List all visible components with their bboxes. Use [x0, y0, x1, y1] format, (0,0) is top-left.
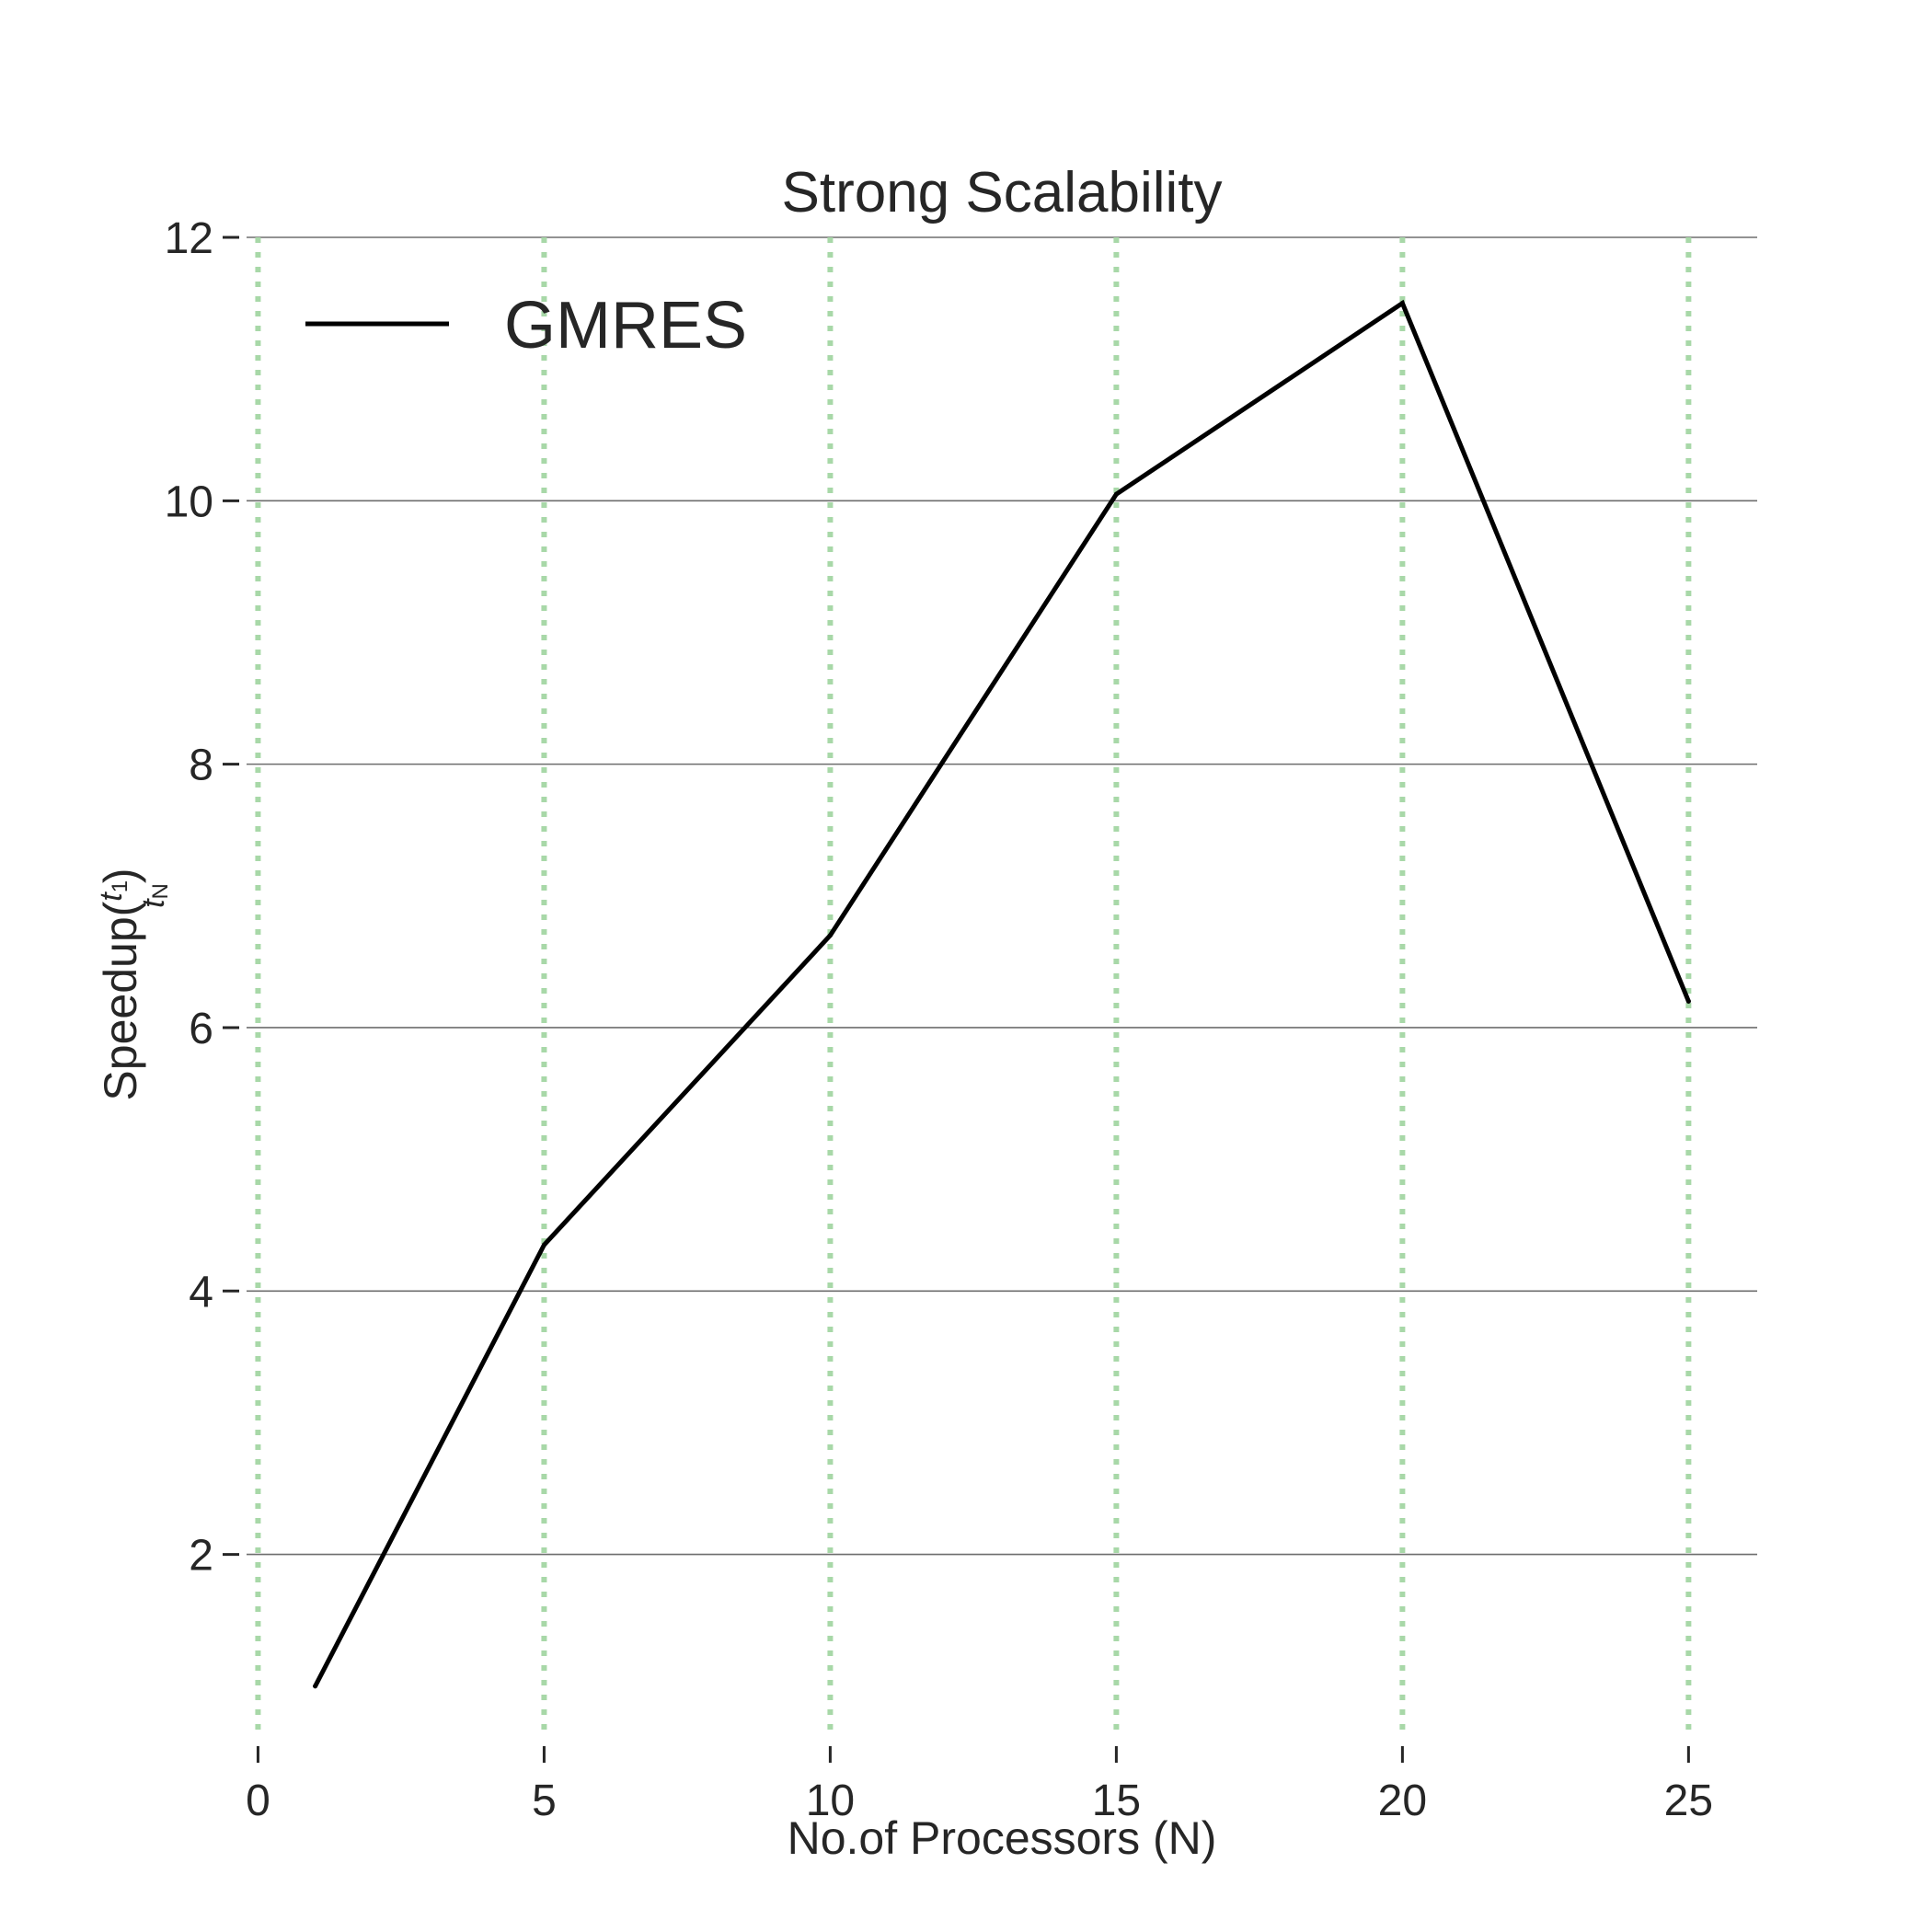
y-axis-title-text: Speedup(t1tN) [94, 868, 173, 1100]
y-tick-label: 2 [189, 1532, 213, 1581]
y-axis-title-prefix: Speedup( [95, 901, 146, 1100]
y-tick-label: 12 [165, 214, 213, 263]
data-point [1399, 301, 1405, 306]
data-point [313, 1684, 318, 1689]
series-line-gmres [313, 299, 1691, 1689]
y-axis-title-denominator: t [136, 898, 171, 908]
y-tick-label: 8 [189, 742, 213, 790]
x-tick-label: 20 [1378, 1777, 1427, 1825]
data-point [541, 1242, 546, 1248]
tick-layer: 2 4 6 8 10 12 0 5 10 15 20 25 [165, 214, 1713, 1825]
x-tick-label: 0 [246, 1777, 270, 1825]
y-axis-title-denominator-sub: N [148, 883, 173, 899]
chart-title: Strong Scalability [781, 161, 1222, 224]
series-layer [313, 299, 1691, 1689]
y-tick-label: 6 [189, 1005, 213, 1053]
data-point [1685, 998, 1691, 1004]
grid-layer [247, 236, 1757, 1739]
y-axis-title-numerator: t [94, 891, 129, 902]
data-point [1113, 491, 1119, 497]
y-tick-label: 4 [189, 1268, 213, 1317]
x-tick-label: 5 [532, 1777, 557, 1825]
x-axis-title: No.of Processors (N) [788, 1812, 1217, 1864]
x-tick-label: 25 [1664, 1777, 1713, 1825]
y-tick-label: 10 [165, 477, 213, 526]
x-tick-label: 15 [1092, 1777, 1141, 1825]
legend: GMRES [305, 289, 747, 362]
y-axis-title: Speedup(t1tN) [94, 868, 173, 1100]
data-point [827, 933, 833, 938]
y-axis-title-suffix: ) [95, 868, 146, 883]
x-tick-label: 10 [806, 1777, 855, 1825]
legend-label-gmres: GMRES [504, 289, 747, 362]
y-axis-title-numerator-sub: 1 [108, 880, 132, 892]
